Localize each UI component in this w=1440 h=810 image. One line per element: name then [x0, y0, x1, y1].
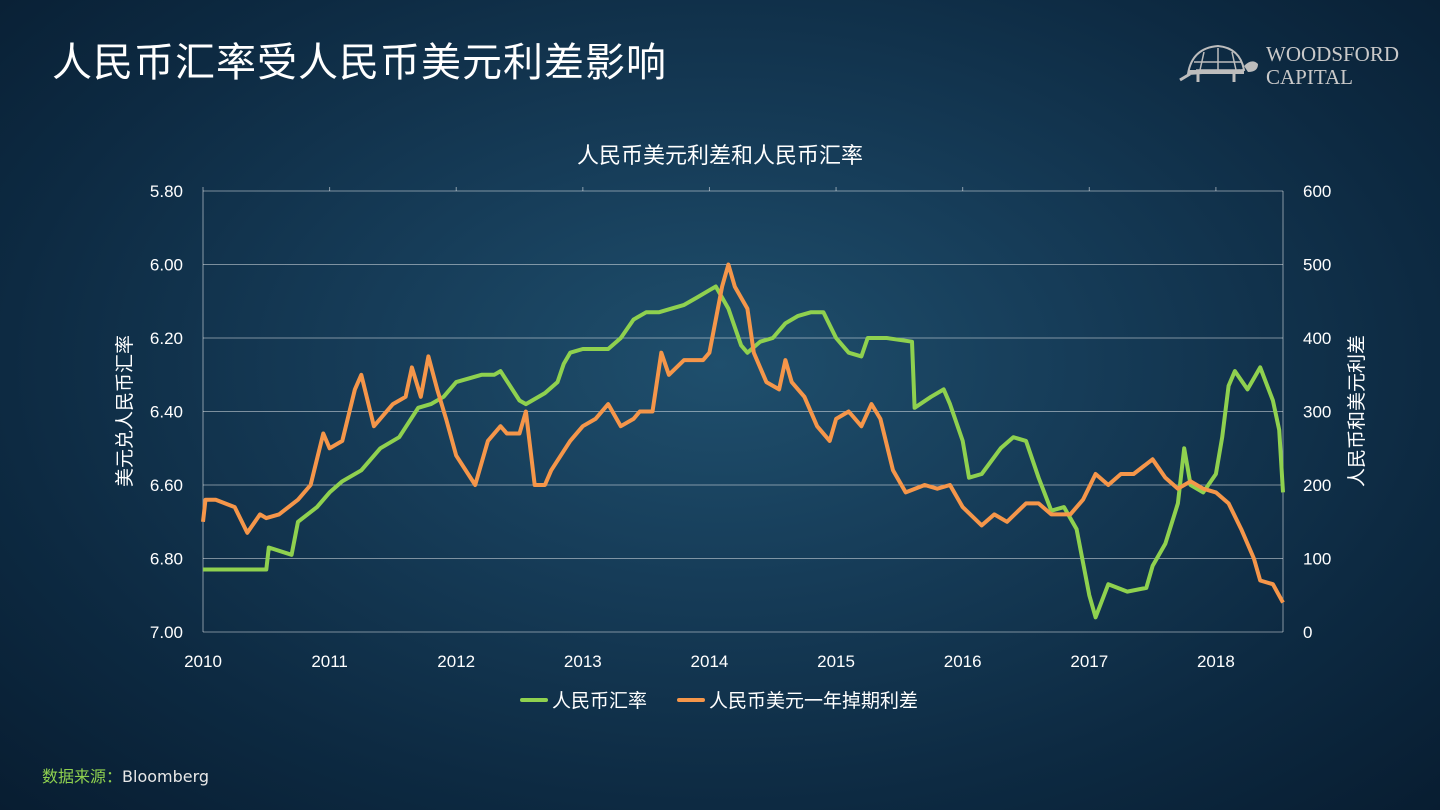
right-tick-label: 100: [1303, 550, 1331, 569]
right-tick-label: 500: [1303, 256, 1331, 275]
x-tick-label: 2018: [1197, 652, 1235, 671]
right-tick-label: 400: [1303, 329, 1331, 348]
right-axis-label: 人民币和美元利差: [1346, 335, 1368, 487]
right-tick-label: 200: [1303, 476, 1331, 495]
source-label: 数据来源：: [42, 767, 123, 786]
x-tick-label: 2012: [437, 652, 475, 671]
left-tick-label: 5.80: [150, 182, 183, 201]
legend: 人民币汇率 人民币美元一年掉期利差: [520, 686, 918, 713]
left-tick-label: 6.00: [150, 256, 183, 275]
left-tick-label: 6.60: [150, 476, 183, 495]
left-tick-label: 6.20: [150, 329, 183, 348]
spread-line: [201, 262, 1285, 604]
x-tick-label: 2011: [311, 652, 348, 671]
page-title: 人民币汇率受人民币美元利差影响: [52, 40, 667, 86]
legend-swatch: [520, 697, 548, 702]
x-tick-label: 2015: [817, 652, 855, 671]
legend-item-cny-rate: 人民币汇率: [520, 686, 647, 713]
tortoise-icon: [1179, 44, 1258, 82]
left-tick-label: 6.80: [150, 550, 183, 569]
right-tick-label: 600: [1303, 182, 1331, 201]
logo-line2: CAPITAL: [1266, 65, 1353, 89]
left-tick-label: 6.40: [150, 403, 183, 422]
source-note: 数据来源：Bloomberg: [42, 763, 209, 787]
right-tick-label: 0: [1303, 623, 1312, 642]
legend-label: 人民币汇率: [552, 690, 648, 712]
x-tick-label: 2014: [691, 652, 729, 671]
cny-rate-line: [203, 284, 1285, 620]
x-tick-label: 2010: [184, 652, 222, 671]
source-value: Bloomberg: [122, 767, 210, 786]
left-axis-label: 美元兑人民币汇率: [114, 335, 136, 487]
chart-title: 人民币美元利差和人民币汇率: [576, 144, 863, 169]
woodsford-logo: WOODSFORD CAPITAL: [1178, 40, 1408, 90]
legend-label: 人民币美元一年掉期利差: [709, 690, 919, 712]
legend-swatch: [677, 697, 706, 702]
x-tick-label: 2017: [1070, 652, 1108, 671]
logo-line1: WOODSFORD: [1266, 42, 1400, 66]
x-tick-label: 2013: [564, 652, 602, 671]
legend-item-spread: 人民币美元一年掉期利差: [677, 686, 918, 713]
right-tick-label: 300: [1303, 403, 1331, 422]
left-tick-label: 7.00: [150, 623, 183, 642]
x-tick-label: 2016: [944, 652, 982, 671]
